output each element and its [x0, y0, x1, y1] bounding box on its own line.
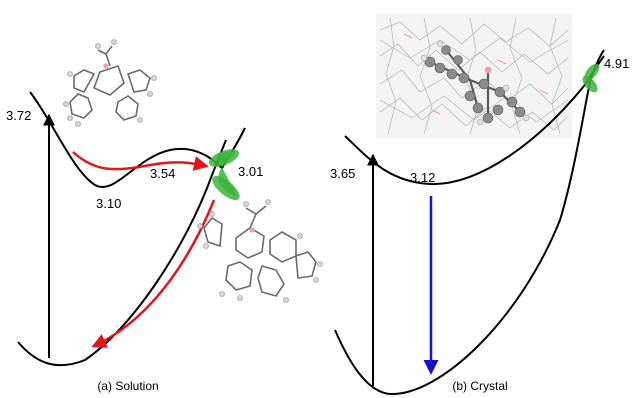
- energy-label-vertical-a: 3.72: [6, 108, 31, 123]
- molecule-icon-solution-1: [63, 39, 157, 127]
- energy-label-barrier-a: 3.54: [150, 166, 175, 181]
- energy-label-vertical-b: 3.65: [330, 166, 355, 181]
- red-path-lower: [91, 199, 216, 348]
- panel-solution: 3.72 3.54 3.01 3.10 (a) Solution: [6, 39, 323, 393]
- caption-crystal: (b) Crystal: [452, 379, 507, 393]
- caption-solution: (a) Solution: [97, 379, 158, 393]
- molecule-icon-solution-2: [197, 199, 323, 303]
- energy-label-intersection-b: 4.91: [604, 56, 629, 71]
- conical-intersection-solution: [208, 149, 240, 201]
- red-path-upper: [72, 151, 209, 171]
- energy-label-minimum-b: 3.12: [410, 170, 435, 185]
- conical-intersection-crystal: [582, 63, 600, 93]
- energy-label-minimum-a: 3.10: [96, 196, 121, 211]
- crystal-packing-inset: [376, 14, 572, 138]
- crystal-molecule-icon: [420, 40, 530, 126]
- panel-crystal: 3.65 3.12 4.91 (b) Crystal: [330, 14, 629, 396]
- energy-label-intersection-a: 3.01: [238, 164, 263, 179]
